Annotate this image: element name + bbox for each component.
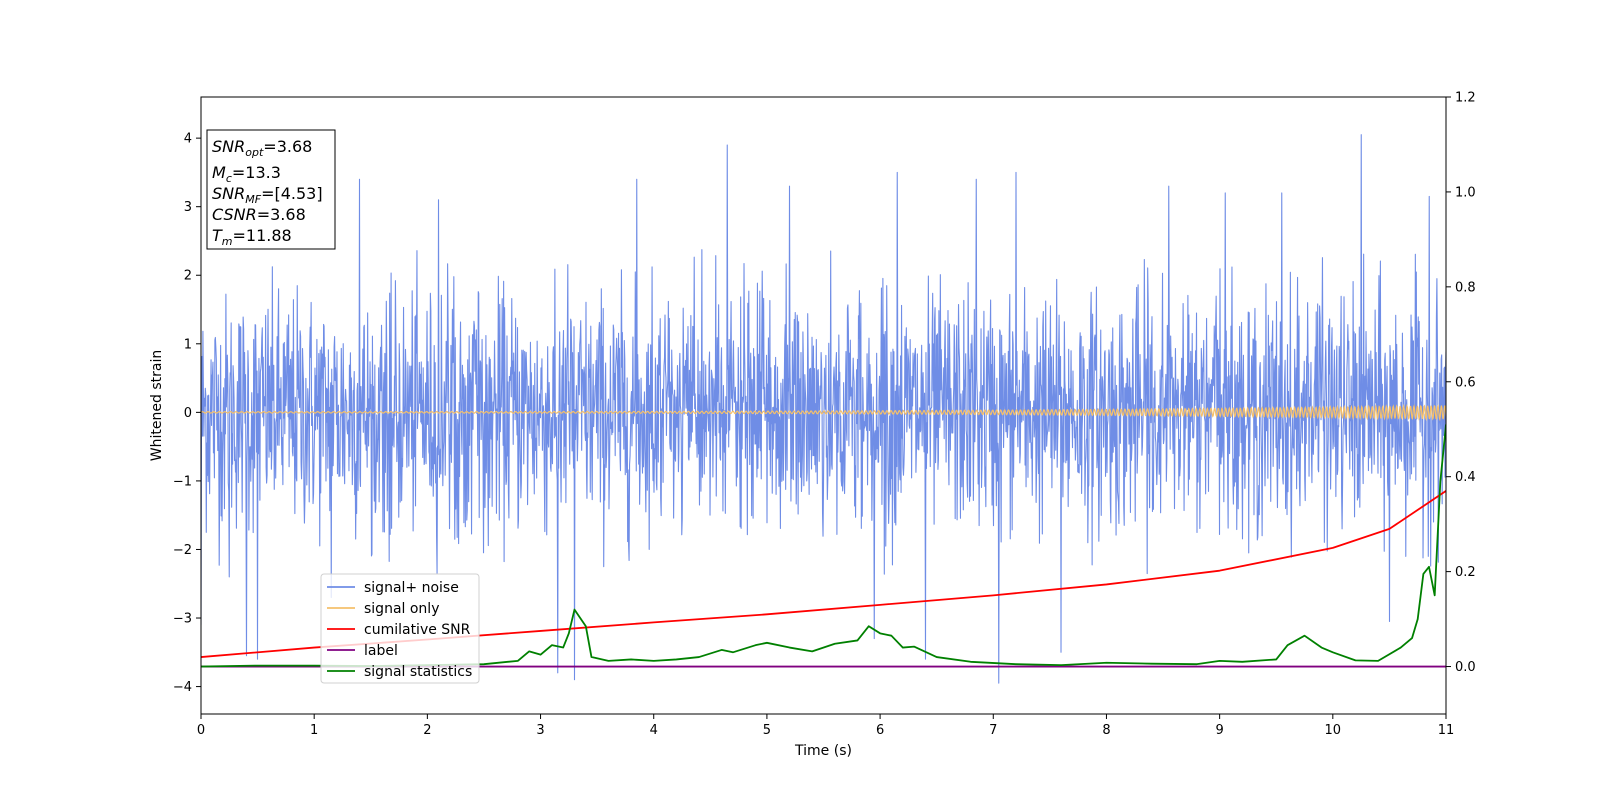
y-axis-right: 0.0 0.2 0.4 0.6 0.8 1.0 1.2 [1446,91,1476,675]
legend-entry-label: signal+ noise [364,580,459,596]
y-left-tick-label: 1 [184,337,192,352]
stats-annotation-line: CSNR=3.68 [212,205,306,224]
x-axis-label: Time (s) [794,743,852,759]
legend-box [320,573,480,684]
x-tick-label: 2 [423,723,431,738]
y-left-tick-label: −3 [173,612,192,627]
y-right-tick-label: 0.8 [1455,280,1476,295]
x-tick-label: 0 [197,723,205,738]
x-tick-label: 4 [650,723,658,738]
y-left-tick-label: −1 [173,474,192,489]
x-tick-label: 3 [536,723,544,738]
x-tick-label: 9 [1215,723,1223,738]
y-axis-left: −4 −3 −2 −1 0 1 2 3 4 [173,132,201,695]
y-left-tick-label: 4 [184,132,192,147]
series-signal-noise-line [201,134,1446,684]
y-left-tick-label: 0 [184,406,192,421]
legend-entry-label: label [364,643,398,659]
plot-frame [200,96,1447,715]
x-tick-label: 5 [763,723,771,738]
stats-annotation-line: SNRopt=3.68 [212,137,312,159]
legend: signal+ noise signal only cumilative SNR la… [320,573,480,684]
stats-annotation-line: Tm=11.88 [212,226,292,248]
y-axis-label: Whitened strain [149,350,165,461]
y-right-tick-label: 1.2 [1455,91,1476,106]
x-tick-label: 10 [1325,723,1342,738]
legend-entry-label: cumilative SNR [364,622,471,638]
legend-entry-label: signal statistics [364,664,472,680]
y-left-tick-label: −4 [173,680,192,695]
x-axis: 0 1 2 3 4 5 6 7 8 9 10 11 [197,714,1454,738]
stats-annotation-line: SNRMF=[4.53] [212,184,323,206]
x-tick-label: 7 [989,723,997,738]
x-tick-label: 6 [876,723,884,738]
series-signal-only-line [201,403,1446,422]
x-tick-label: 11 [1438,723,1455,738]
y-right-tick-label: 1.0 [1455,185,1476,200]
y-left-tick-label: 3 [184,200,192,215]
y-right-tick-label: 0.0 [1455,660,1476,675]
series-signal-statistics-line [201,424,1446,668]
x-tick-label: 8 [1102,723,1110,738]
y-right-tick-label: 0.6 [1455,375,1476,390]
legend-entry-label: signal only [364,601,439,617]
y-left-tick-label: 2 [184,269,192,284]
x-tick-label: 1 [310,723,318,738]
y-left-tick-label: −2 [173,543,192,558]
stats-annotation-line: Mc=13.3 [212,163,281,185]
y-right-tick-label: 0.4 [1455,470,1476,485]
y-right-tick-label: 0.2 [1455,565,1476,580]
stats-annotation-box [206,129,336,250]
